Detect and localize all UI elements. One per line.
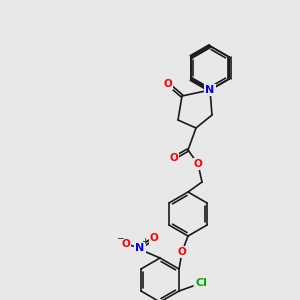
Text: O: O xyxy=(122,239,130,249)
Text: N: N xyxy=(206,85,214,95)
Text: Cl: Cl xyxy=(195,278,207,288)
Text: −: − xyxy=(116,233,124,242)
Text: O: O xyxy=(194,159,202,169)
Text: N: N xyxy=(135,243,145,253)
Text: +: + xyxy=(141,238,149,247)
Text: O: O xyxy=(169,153,178,163)
Text: O: O xyxy=(150,233,158,243)
Text: O: O xyxy=(164,79,172,89)
Text: O: O xyxy=(178,247,186,257)
